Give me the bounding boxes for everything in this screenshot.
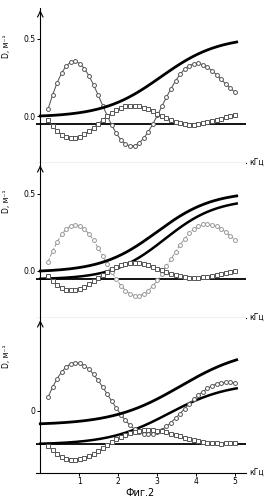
Text: кГц: кГц (249, 468, 264, 477)
Text: б): б) (136, 346, 146, 356)
Y-axis label: D, м⁻¹: D, м⁻¹ (2, 34, 11, 58)
Text: а): а) (137, 190, 146, 200)
Text: Фиг.2: Фиг.2 (125, 488, 155, 498)
Text: кГц: кГц (249, 158, 264, 167)
Text: кГц: кГц (249, 313, 264, 322)
Y-axis label: D, м⁻¹: D, м⁻¹ (2, 190, 11, 213)
Y-axis label: D, м⁻¹: D, м⁻¹ (2, 344, 11, 368)
